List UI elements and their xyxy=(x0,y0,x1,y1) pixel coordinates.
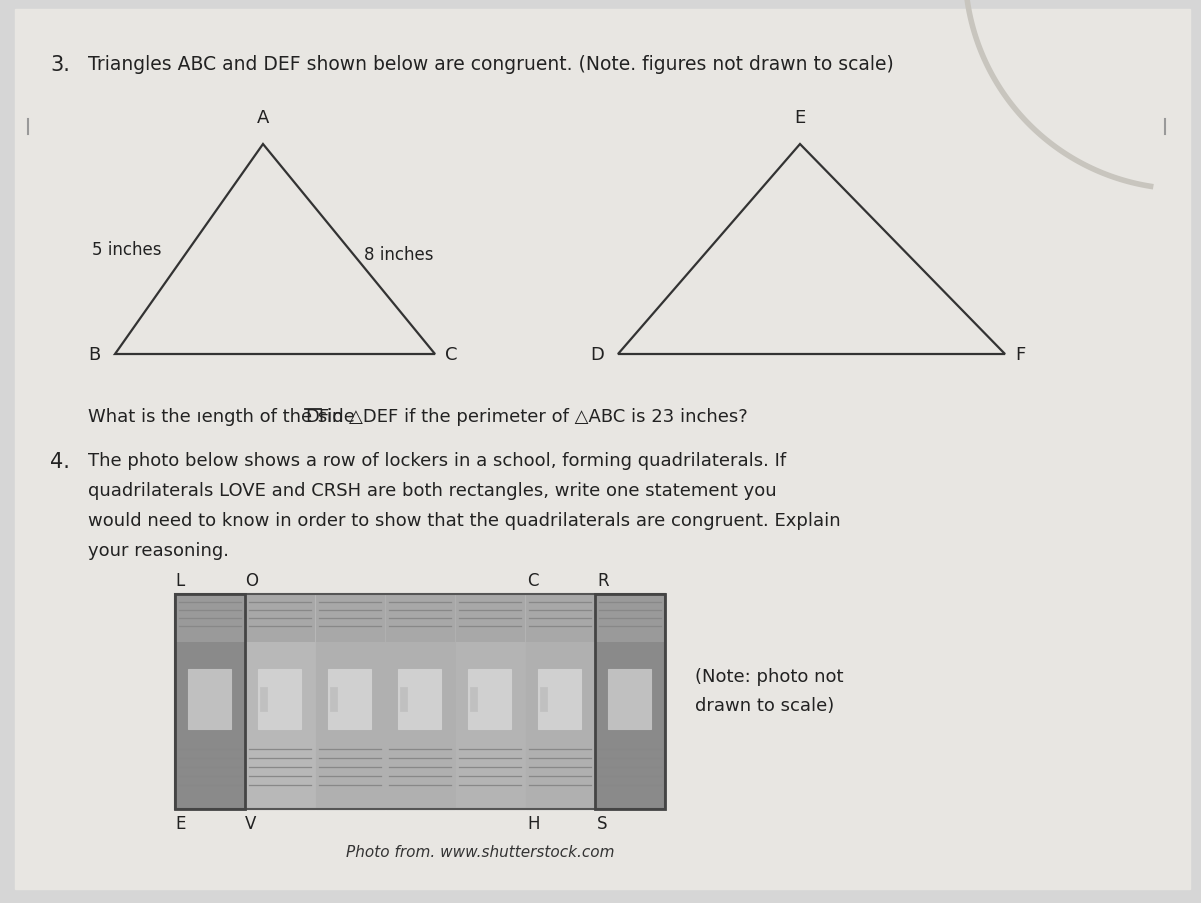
Text: (Note: photo not
drawn to scale): (Note: photo not drawn to scale) xyxy=(695,667,843,714)
Bar xyxy=(316,595,384,642)
Bar xyxy=(175,594,665,809)
Bar xyxy=(316,595,384,808)
Bar xyxy=(470,687,477,712)
Text: A: A xyxy=(257,109,269,126)
Text: in △DEF if the perimeter of △ABC is 23 inches?: in △DEF if the perimeter of △ABC is 23 i… xyxy=(321,407,748,425)
Text: 5 inches: 5 inches xyxy=(91,241,161,259)
Bar xyxy=(257,669,301,730)
Bar xyxy=(539,687,546,712)
Text: DF: DF xyxy=(305,407,329,425)
Bar xyxy=(455,595,525,642)
Bar xyxy=(526,595,594,808)
Bar xyxy=(190,687,197,712)
Bar xyxy=(467,669,510,730)
Bar xyxy=(175,594,245,809)
Bar xyxy=(175,595,245,808)
Text: H: H xyxy=(527,815,539,832)
Bar xyxy=(398,669,441,730)
Text: E: E xyxy=(794,109,806,126)
Bar xyxy=(329,687,336,712)
Bar xyxy=(175,594,665,809)
Text: B: B xyxy=(89,346,101,364)
Text: F: F xyxy=(1015,346,1026,364)
Text: your reasoning.: your reasoning. xyxy=(88,542,229,559)
Text: 3.: 3. xyxy=(50,55,70,75)
Bar xyxy=(386,595,454,642)
Text: C: C xyxy=(527,572,538,590)
Bar xyxy=(245,595,315,642)
Text: would need to know in order to show that the quadrilaterals are congruent. Expla: would need to know in order to show that… xyxy=(88,511,841,529)
Text: O: O xyxy=(245,572,258,590)
Bar xyxy=(187,669,231,730)
Bar xyxy=(608,669,651,730)
Bar xyxy=(538,669,581,730)
Text: V: V xyxy=(245,815,256,832)
Bar xyxy=(596,595,664,642)
Bar xyxy=(596,595,664,808)
Bar xyxy=(455,595,525,808)
Text: What is the ıength of the side: What is the ıength of the side xyxy=(88,407,360,425)
Bar xyxy=(386,595,454,808)
Bar xyxy=(259,687,267,712)
Bar xyxy=(610,687,616,712)
Text: E: E xyxy=(175,815,185,832)
Text: The photo below shows a row of lockers in a school, forming quadrilaterals. If: The photo below shows a row of lockers i… xyxy=(88,452,787,470)
Bar xyxy=(328,669,371,730)
Bar xyxy=(175,595,245,642)
Text: 4.: 4. xyxy=(50,452,70,471)
Text: Photo from. www.shutterstock.com: Photo from. www.shutterstock.com xyxy=(347,844,615,859)
Text: L: L xyxy=(175,572,184,590)
Bar xyxy=(245,595,315,808)
Text: C: C xyxy=(446,346,458,364)
Text: 8 inches: 8 inches xyxy=(364,246,434,264)
Bar xyxy=(400,687,407,712)
Text: S: S xyxy=(597,815,608,832)
Bar xyxy=(526,595,594,642)
Text: Triangles ABC and DEF shown below are congruent. (Note. figures not drawn to sca: Triangles ABC and DEF shown below are co… xyxy=(88,55,894,74)
Text: D: D xyxy=(590,346,604,364)
Text: quadrilaterals LOVE and CRSH are both rectangles, write one statement you: quadrilaterals LOVE and CRSH are both re… xyxy=(88,481,777,499)
Bar xyxy=(594,594,665,809)
Text: R: R xyxy=(597,572,609,590)
